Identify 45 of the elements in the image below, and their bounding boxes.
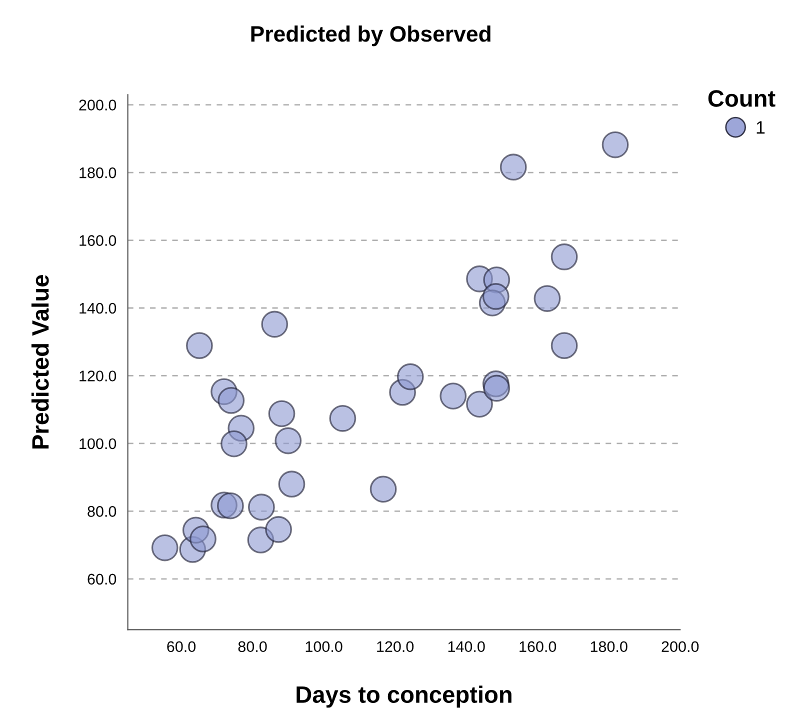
point [186,332,213,360]
point [466,390,493,418]
y-tick-label: 80.0 [88,506,116,517]
x-tick-label: 120.0 [377,641,414,652]
point [500,154,527,181]
x-tick-label: 180.0 [590,641,628,652]
x-tick-label: 80.0 [238,641,267,652]
point [483,374,510,402]
point [482,283,510,310]
point [602,131,629,158]
point [218,387,245,414]
point [265,516,292,543]
point [534,285,561,312]
x-tick-label: 160.0 [520,641,556,652]
point [274,427,302,454]
y-tick-label: 180.0 [80,167,116,178]
y-tick-label: 60.0 [88,574,116,585]
point [370,476,397,503]
point [216,492,244,520]
point [220,430,248,458]
chart-title: Predicted by Observed [251,25,490,46]
point [329,404,356,432]
point [248,494,275,521]
point [190,526,216,552]
y-tick-label: 100.0 [80,438,116,450]
y-tick-label: 200.0 [79,100,116,110]
y-axis-title: Predicted Value [31,275,49,449]
x-tick-label: 100.0 [306,641,342,652]
point [268,400,296,428]
x-tick-label: 200.0 [662,641,699,652]
x-axis-title: Days to conception [296,686,512,708]
x-tick-label: 140.0 [448,641,485,652]
point [151,534,178,562]
y-tick-label: 120.0 [80,370,116,382]
point [550,243,578,270]
x-tick-label: 60.0 [167,641,196,652]
point [278,470,306,498]
y-tick-label: 140.0 [80,302,116,314]
point [396,363,424,390]
point [550,332,578,360]
point [440,382,467,410]
point [261,310,288,338]
legend-title: Count [708,90,776,107]
legend-label: 1 [756,121,765,134]
y-tick-label: 160.0 [80,235,116,246]
